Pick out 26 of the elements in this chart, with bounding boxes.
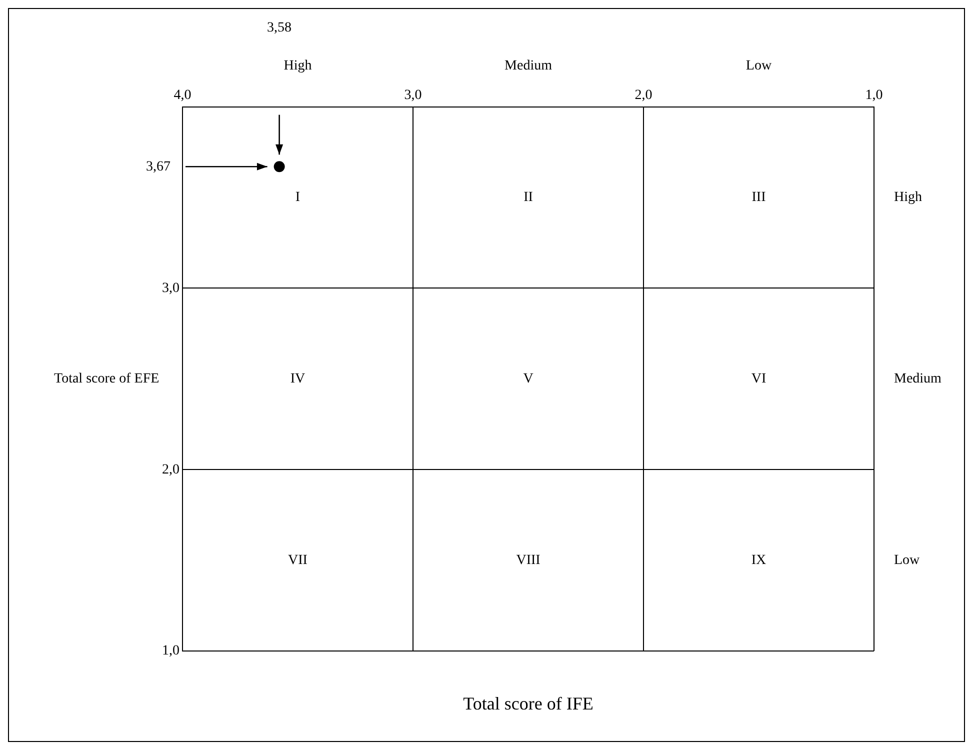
annotation: V <box>523 372 534 387</box>
annotation: VIII <box>516 552 541 568</box>
x-axis-title: Total score of IFE <box>463 694 594 714</box>
text: 3,67 <box>146 159 170 174</box>
annotation: VI <box>751 372 766 387</box>
annotation: VII <box>288 552 308 568</box>
text: Medium <box>504 58 552 74</box>
annotation: II <box>524 190 534 206</box>
text: Low <box>894 552 921 568</box>
y-tick-label: 3,0 <box>162 280 180 296</box>
y-tick-label: 2,0 <box>162 462 180 478</box>
text: High <box>894 190 922 206</box>
text: Medium <box>894 372 942 387</box>
text: High <box>284 58 312 74</box>
text: Low <box>746 58 772 74</box>
text: 3,58 <box>267 20 292 36</box>
x-tick-label: 2,0 <box>634 88 652 104</box>
x-tick-label: 4,0 <box>174 88 192 104</box>
x-tick-label: 3,0 <box>404 88 422 104</box>
annotation: IX <box>751 552 766 568</box>
y-tick-label: 1,0 <box>162 644 180 659</box>
annotation: I <box>295 190 300 206</box>
annotation: IV <box>290 372 306 387</box>
x-tick-label: 1,0 <box>865 88 883 104</box>
y-axis-title: Total score of EFE <box>54 372 160 387</box>
annotation: III <box>752 190 766 206</box>
